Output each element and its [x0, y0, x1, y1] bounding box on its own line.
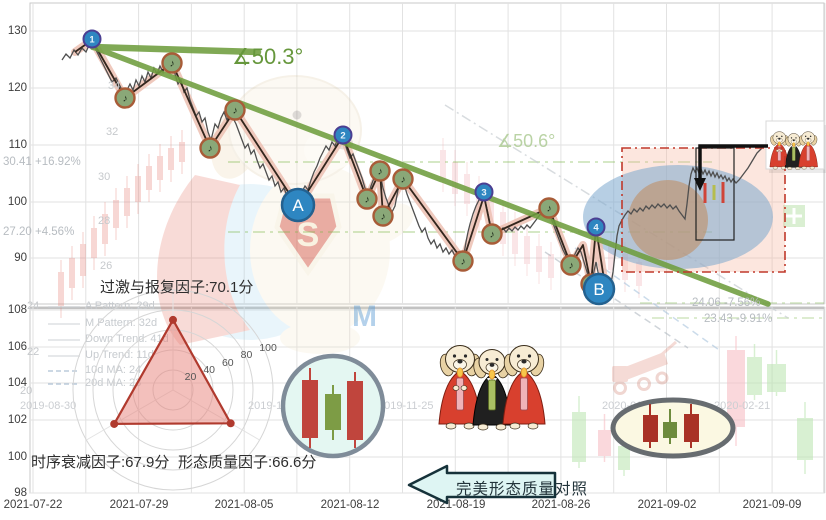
pivot-note-marker: [114, 87, 136, 109]
watermark-legend-swatches: [48, 306, 80, 385]
pivot-note-glyph: ♪: [208, 144, 213, 155]
radar-vertex-dot: [226, 419, 235, 428]
pivot-note-marker: [372, 205, 394, 227]
watermark-candles-bottom-right: [572, 336, 813, 476]
wave-marker-1: [82, 29, 102, 49]
pivot-note-marker: [369, 160, 391, 182]
pivot-note-marker: [452, 250, 474, 272]
pivot-note-marker: [224, 99, 246, 121]
focus-bracket: [695, 147, 735, 241]
wave-marker-2: [333, 125, 353, 145]
pattern-candles: [302, 368, 363, 448]
radar-vertex-dot: [169, 315, 177, 324]
pivot-note-glyph: ♪: [233, 106, 238, 117]
banner-arrow: [407, 464, 557, 505]
pivot-note-marker: [161, 52, 183, 74]
actual-pattern-candles: [643, 404, 699, 448]
pivot-note-marker: [481, 223, 503, 245]
watermark-truck-icon: [612, 340, 677, 395]
pivot-note-glyph: ♪: [381, 212, 386, 223]
svg-text:S: S: [297, 216, 320, 254]
wave-marker-label: 3: [481, 188, 486, 199]
pivot-note-glyph: ♪: [378, 167, 383, 178]
watermark-m-letter: M: [352, 300, 377, 333]
actual-pattern-ellipse: [610, 397, 736, 459]
pivot-note-marker: [392, 168, 414, 190]
pivot-note-glyph: ♪: [365, 195, 370, 206]
perfect-pattern-circle: [280, 353, 386, 459]
pivot-note-glyph: ♪: [490, 230, 495, 241]
pivot-note-marker: [560, 254, 582, 276]
price-line: [61, 39, 824, 293]
watermark-green-box-icon: [783, 205, 805, 227]
pivot-note-marker: [199, 137, 221, 159]
pivot-note-marker: [356, 188, 378, 210]
down-trend-line: [90, 44, 771, 307]
pivot-note-glyph: ♪: [170, 59, 175, 70]
focus-box-fill: [583, 148, 785, 272]
wave-marker-label: 2: [340, 131, 345, 142]
radar-vertex-dot: [110, 419, 119, 428]
point-marker-A: [280, 187, 316, 223]
wave-marker-3: [474, 182, 494, 202]
wave-marker-label: 1: [89, 35, 95, 46]
pivot-note-glyph: ♪: [547, 204, 552, 215]
point-marker-label: A: [292, 196, 304, 215]
watermark-candles-left: [58, 130, 185, 318]
wave-marker-4: [586, 217, 606, 237]
point-marker-label: B: [593, 280, 604, 299]
horizontal-arm-line: [89, 43, 262, 56]
point-marker-B: [582, 272, 616, 306]
pivot-note-glyph: ♪: [401, 175, 406, 186]
dogs-sticker: [765, 120, 826, 173]
pivot-note-glyph: ♪: [461, 257, 466, 268]
focus-candle-ticks: [703, 182, 725, 203]
radar-polygon: [112, 317, 233, 426]
radar-polygon-group: [110, 315, 235, 428]
pivot-note-marker: [538, 197, 560, 219]
trend-lines: [89, 43, 771, 307]
pivot-note-glyph: ♪: [569, 261, 574, 272]
wave-marker-label: 4: [593, 223, 599, 234]
pivot-note-glyph: ♪: [123, 94, 128, 105]
focus-box: [621, 144, 786, 273]
pointer-arrow: [694, 144, 768, 191]
